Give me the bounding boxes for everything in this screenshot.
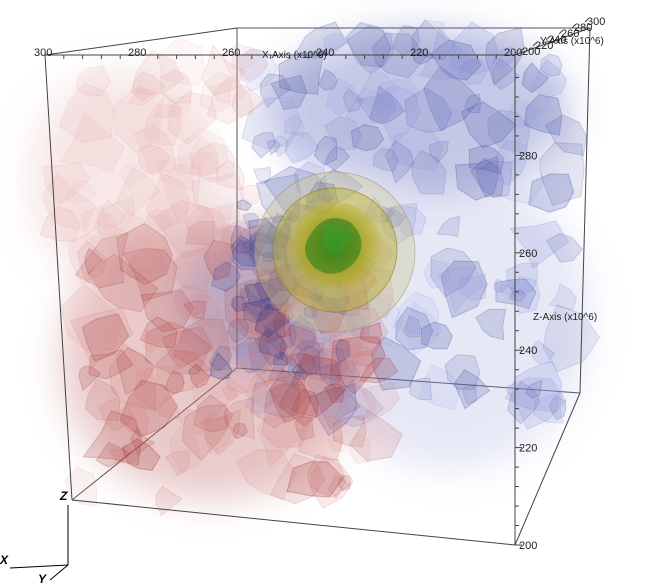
y-tick-label: 220 (535, 40, 553, 52)
y-tick-label: 280 (574, 22, 592, 34)
x-tick-label: 240 (316, 47, 334, 59)
x-tick-label: 280 (128, 47, 146, 59)
box-front-edges (44, 27, 591, 546)
axis-ticks: 300 280 260 240 220 2002002202402602802002202… (34, 16, 605, 552)
z-tick-label: 260 (519, 248, 537, 260)
z-tick-label: 200 (519, 540, 537, 552)
triad-z-label: Z (59, 489, 68, 503)
core-isosurface (254, 171, 416, 333)
triad-y-label: Y (38, 572, 47, 585)
y-tick-label: 200 (522, 46, 540, 58)
triad-x-label: X (0, 553, 9, 567)
y-tick-label: 300 (587, 16, 605, 28)
z-tick-label: 220 (519, 443, 537, 455)
x-tick-label: 200 (504, 47, 522, 59)
y-tick-label: 240 (548, 34, 566, 46)
x-axis-title: X-Axis (x10^6) (262, 50, 327, 61)
x-tick-label: 220 (410, 47, 428, 59)
x-tick-label: 300 (34, 47, 52, 59)
z-axis-title: Z-Axis (x10^6) (533, 312, 597, 323)
x-tick-label: 260 (222, 47, 240, 59)
y-axis-title: Y-Axis (x10^6) (540, 36, 604, 47)
volume-cloud (30, 19, 601, 517)
y-tick-label: 260 (561, 28, 579, 40)
orientation-triad: Z X Y (0, 489, 69, 585)
z-tick-label: 240 (519, 345, 537, 357)
z-tick-label: 280 (519, 150, 537, 162)
